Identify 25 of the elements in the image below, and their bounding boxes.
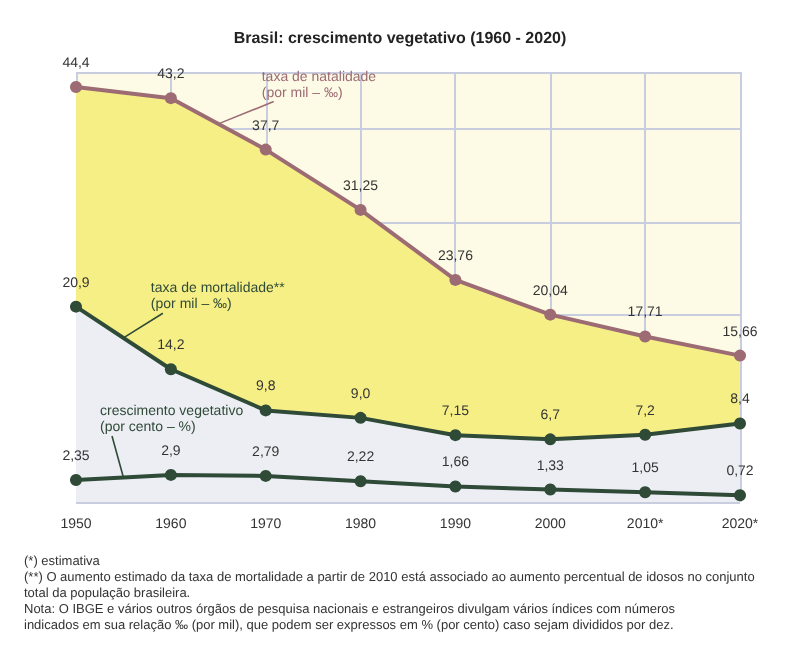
point (354, 203, 367, 216)
point (734, 349, 746, 362)
point (259, 404, 272, 417)
point (259, 469, 272, 482)
point (639, 330, 652, 343)
point (449, 480, 462, 493)
point (449, 429, 462, 442)
point (544, 308, 557, 321)
point (70, 300, 82, 313)
point (449, 273, 462, 286)
point (259, 143, 272, 156)
point (164, 92, 177, 105)
point (734, 489, 746, 502)
chart-title: Brasil: crescimento vegetativo (1960 - 2020) (233, 29, 567, 47)
point (354, 475, 367, 488)
point (164, 468, 177, 481)
point (544, 433, 557, 446)
point (544, 483, 557, 496)
point (164, 363, 177, 376)
point (639, 486, 652, 499)
point (639, 428, 652, 441)
point (734, 417, 746, 430)
point (70, 474, 82, 487)
point (354, 411, 367, 424)
point (70, 80, 82, 93)
